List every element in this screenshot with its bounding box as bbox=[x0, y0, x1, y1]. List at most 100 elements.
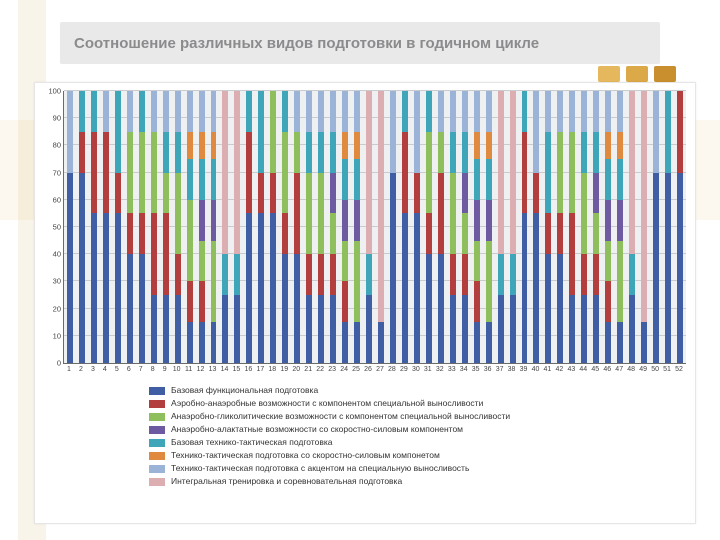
bar-segment bbox=[258, 173, 264, 214]
bar-segment bbox=[605, 159, 611, 200]
bar-segment bbox=[677, 91, 683, 173]
bar-column bbox=[462, 91, 468, 363]
bar-segment bbox=[617, 200, 623, 241]
bar-segment bbox=[211, 241, 217, 323]
bar-column bbox=[653, 91, 659, 363]
bar-segment bbox=[569, 295, 575, 363]
bar-column bbox=[199, 91, 205, 363]
bar-column bbox=[545, 91, 551, 363]
bar-segment bbox=[629, 295, 635, 363]
bar-column bbox=[282, 91, 288, 363]
bar-segment bbox=[617, 91, 623, 132]
y-tick-label: 50 bbox=[37, 223, 61, 232]
bar-segment bbox=[366, 254, 372, 295]
x-tick-label: 24 bbox=[340, 366, 348, 373]
bar-column bbox=[581, 91, 587, 363]
legend-swatch bbox=[149, 387, 165, 395]
bar-segment bbox=[175, 91, 181, 132]
bar-segment bbox=[199, 159, 205, 200]
bar-segment bbox=[234, 254, 240, 295]
bar-segment bbox=[199, 241, 205, 282]
bar-column bbox=[79, 91, 85, 363]
x-tick-label: 47 bbox=[615, 366, 623, 373]
bar-segment bbox=[91, 91, 97, 132]
plot-area bbox=[63, 91, 686, 364]
bar-segment bbox=[79, 91, 85, 132]
bar-segment bbox=[593, 213, 599, 254]
bar-segment bbox=[199, 91, 205, 132]
bar-column bbox=[605, 91, 611, 363]
bar-segment bbox=[115, 213, 121, 363]
bar-segment bbox=[318, 132, 324, 173]
decor-square-2 bbox=[626, 66, 648, 82]
x-tick-label: 37 bbox=[496, 366, 504, 373]
bar-segment bbox=[282, 213, 288, 254]
bar-column bbox=[127, 91, 133, 363]
bar-segment bbox=[222, 295, 228, 363]
bar-segment bbox=[151, 132, 157, 214]
bar-segment bbox=[211, 91, 217, 132]
x-tick-label: 50 bbox=[651, 366, 659, 373]
bar-segment bbox=[498, 295, 504, 363]
bar-segment bbox=[163, 91, 169, 132]
legend-label: Технико-тактическая подготовка со скорос… bbox=[171, 450, 440, 461]
bar-segment bbox=[522, 213, 528, 363]
bar-segment bbox=[438, 91, 444, 132]
bar-segment bbox=[246, 213, 252, 363]
legend-item: Технико-тактическая подготовка с акценто… bbox=[149, 463, 629, 474]
bar-column bbox=[258, 91, 264, 363]
bar-segment bbox=[462, 132, 468, 173]
bar-segment bbox=[258, 91, 264, 173]
bar-column bbox=[91, 91, 97, 363]
legend-label: Базовая технико-тактическая подготовка bbox=[171, 437, 332, 448]
bar-segment bbox=[677, 173, 683, 363]
chart-panel: 0102030405060708090100 12345678910111213… bbox=[34, 82, 696, 524]
bar-segment bbox=[270, 213, 276, 363]
bar-segment bbox=[569, 213, 575, 295]
bar-segment bbox=[342, 241, 348, 282]
legend-swatch bbox=[149, 413, 165, 421]
bar-column bbox=[222, 91, 228, 363]
bar-segment bbox=[318, 91, 324, 132]
bar-segment bbox=[306, 132, 312, 173]
bar-segment bbox=[330, 91, 336, 132]
bar-segment bbox=[318, 295, 324, 363]
decor-square-1 bbox=[598, 66, 620, 82]
bar-segment bbox=[79, 132, 85, 173]
bar-segment bbox=[462, 91, 468, 132]
bar-segment bbox=[641, 322, 647, 363]
bar-segment bbox=[605, 200, 611, 241]
bar-segment bbox=[557, 91, 563, 132]
x-tick-label: 5 bbox=[115, 366, 119, 373]
bar-segment bbox=[474, 322, 480, 363]
bar-segment bbox=[163, 132, 169, 173]
bar-segment bbox=[486, 322, 492, 363]
x-tick-label: 19 bbox=[280, 366, 288, 373]
x-tick-label: 15 bbox=[233, 366, 241, 373]
bar-segment bbox=[151, 213, 157, 295]
legend-swatch bbox=[149, 400, 165, 408]
bar-segment bbox=[378, 322, 384, 363]
legend-item: Интегральная тренировка и соревновательн… bbox=[149, 476, 629, 487]
x-tick-label: 26 bbox=[364, 366, 372, 373]
bar-segment bbox=[175, 254, 181, 295]
bar-segment bbox=[270, 173, 276, 214]
bar-column bbox=[402, 91, 408, 363]
bar-segment bbox=[569, 132, 575, 214]
bar-column bbox=[175, 91, 181, 363]
bar-segment bbox=[581, 295, 587, 363]
bar-segment bbox=[175, 295, 181, 363]
x-tick-label: 44 bbox=[579, 366, 587, 373]
bar-column bbox=[378, 91, 384, 363]
bar-segment bbox=[450, 173, 456, 255]
bar-segment bbox=[354, 132, 360, 159]
bar-segment bbox=[354, 322, 360, 363]
bar-segment bbox=[474, 241, 480, 282]
bar-segment bbox=[665, 91, 671, 173]
x-tick-label: 30 bbox=[412, 366, 420, 373]
bar-segment bbox=[330, 254, 336, 295]
x-tick-label: 39 bbox=[520, 366, 528, 373]
bar-segment bbox=[91, 213, 97, 363]
bar-segment bbox=[354, 159, 360, 200]
x-tick-label: 22 bbox=[316, 366, 324, 373]
